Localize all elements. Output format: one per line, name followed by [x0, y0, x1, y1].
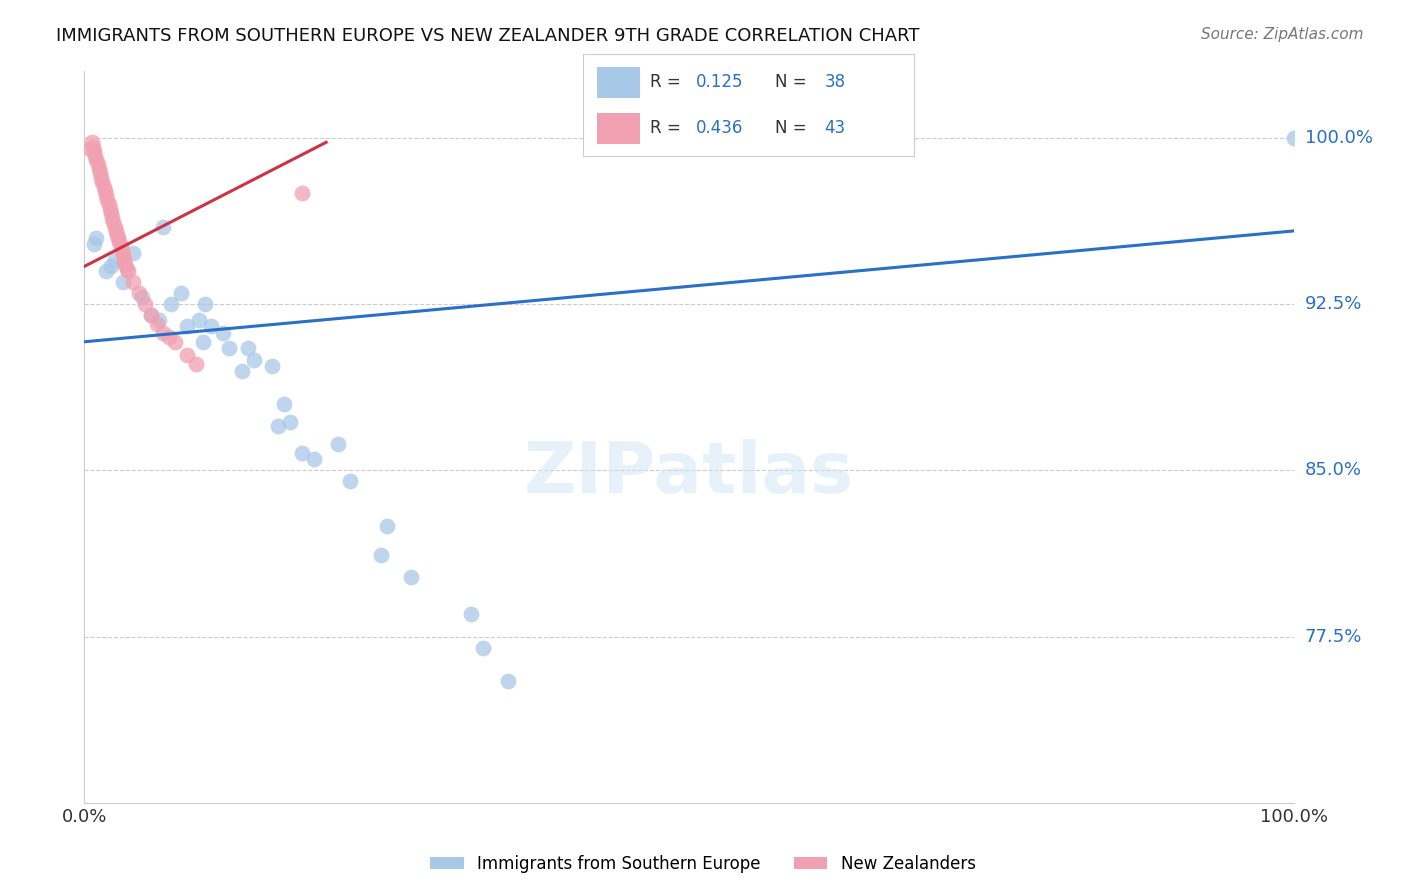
Point [104, 252, 127, 267]
Point [91, 175, 114, 189]
Text: 38: 38 [825, 73, 846, 91]
Point [460, 607, 482, 622]
Point [98, 202, 121, 216]
Point [260, 359, 283, 373]
Point [94, 264, 117, 278]
Text: R =: R = [650, 120, 686, 137]
Point [100, 206, 122, 220]
Point [273, 397, 295, 411]
Point [101, 211, 124, 225]
Point [110, 239, 132, 253]
Point [117, 264, 139, 278]
Point [80, 136, 103, 150]
Point [96, 193, 118, 207]
Point [170, 285, 193, 300]
FancyBboxPatch shape [596, 113, 640, 144]
Point [191, 334, 214, 349]
Point [328, 436, 350, 450]
Point [100, 260, 122, 274]
Point [370, 548, 392, 562]
Point [291, 186, 314, 201]
Point [111, 244, 134, 258]
Point [131, 290, 153, 304]
Point [212, 326, 235, 340]
Text: N =: N = [775, 120, 813, 137]
Point [104, 219, 127, 234]
Point [93, 179, 115, 194]
Point [86, 157, 108, 171]
Point [84, 148, 107, 162]
Point [152, 219, 174, 234]
Point [107, 230, 129, 244]
Point [399, 570, 422, 584]
Point [184, 357, 207, 371]
Point [152, 326, 174, 340]
Point [79, 142, 101, 156]
Point [97, 197, 120, 211]
Point [128, 285, 150, 300]
Point [157, 330, 180, 344]
Point [339, 475, 361, 489]
FancyBboxPatch shape [596, 67, 640, 97]
Point [496, 673, 519, 688]
Text: 43: 43 [825, 120, 846, 137]
Text: ZIPatlas: ZIPatlas [524, 439, 853, 508]
Point [267, 419, 290, 434]
Point [103, 215, 125, 229]
Text: R =: R = [650, 73, 686, 91]
Text: 0.436: 0.436 [696, 120, 744, 137]
Point [139, 308, 162, 322]
Point [94, 184, 117, 198]
Point [87, 161, 110, 176]
Point [302, 452, 325, 467]
Point [112, 252, 135, 267]
Point [86, 153, 108, 167]
Point [115, 261, 138, 276]
Text: 92.5%: 92.5% [1305, 295, 1362, 313]
Point [121, 246, 143, 260]
Point [134, 297, 156, 311]
Point [176, 348, 198, 362]
Point [1282, 131, 1305, 145]
Point [160, 297, 183, 311]
Point [218, 342, 240, 356]
Point [112, 248, 135, 262]
Point [89, 166, 111, 180]
Point [90, 170, 112, 185]
Text: IMMIGRANTS FROM SOUTHERN EUROPE VS NEW ZEALANDER 9TH GRADE CORRELATION CHART: IMMIGRANTS FROM SOUTHERN EUROPE VS NEW Z… [56, 27, 920, 45]
Point [148, 312, 170, 326]
Point [82, 139, 104, 153]
Point [146, 317, 169, 331]
Point [163, 334, 186, 349]
Text: Source: ZipAtlas.com: Source: ZipAtlas.com [1201, 27, 1364, 42]
Point [176, 319, 198, 334]
Point [188, 312, 211, 326]
Point [472, 640, 495, 655]
Point [278, 415, 301, 429]
Point [104, 224, 127, 238]
Point [83, 144, 105, 158]
Point [94, 188, 117, 202]
Point [108, 235, 131, 249]
Point [194, 297, 217, 311]
Point [105, 228, 128, 243]
Point [200, 319, 222, 334]
Point [139, 308, 162, 322]
Text: 85.0%: 85.0% [1305, 461, 1361, 479]
Point [86, 230, 108, 244]
Point [242, 352, 264, 367]
Point [114, 257, 136, 271]
Point [231, 363, 253, 377]
Point [112, 275, 135, 289]
Point [121, 275, 143, 289]
Text: N =: N = [775, 73, 813, 91]
Text: 77.5%: 77.5% [1305, 628, 1362, 646]
Point [236, 342, 259, 356]
Point [291, 445, 314, 459]
Text: 0.125: 0.125 [696, 73, 744, 91]
Legend: Immigrants from Southern Europe, New Zealanders: Immigrants from Southern Europe, New Zea… [423, 848, 983, 880]
Point [83, 237, 105, 252]
Text: 100.0%: 100.0% [1305, 128, 1372, 147]
Point [375, 518, 398, 533]
